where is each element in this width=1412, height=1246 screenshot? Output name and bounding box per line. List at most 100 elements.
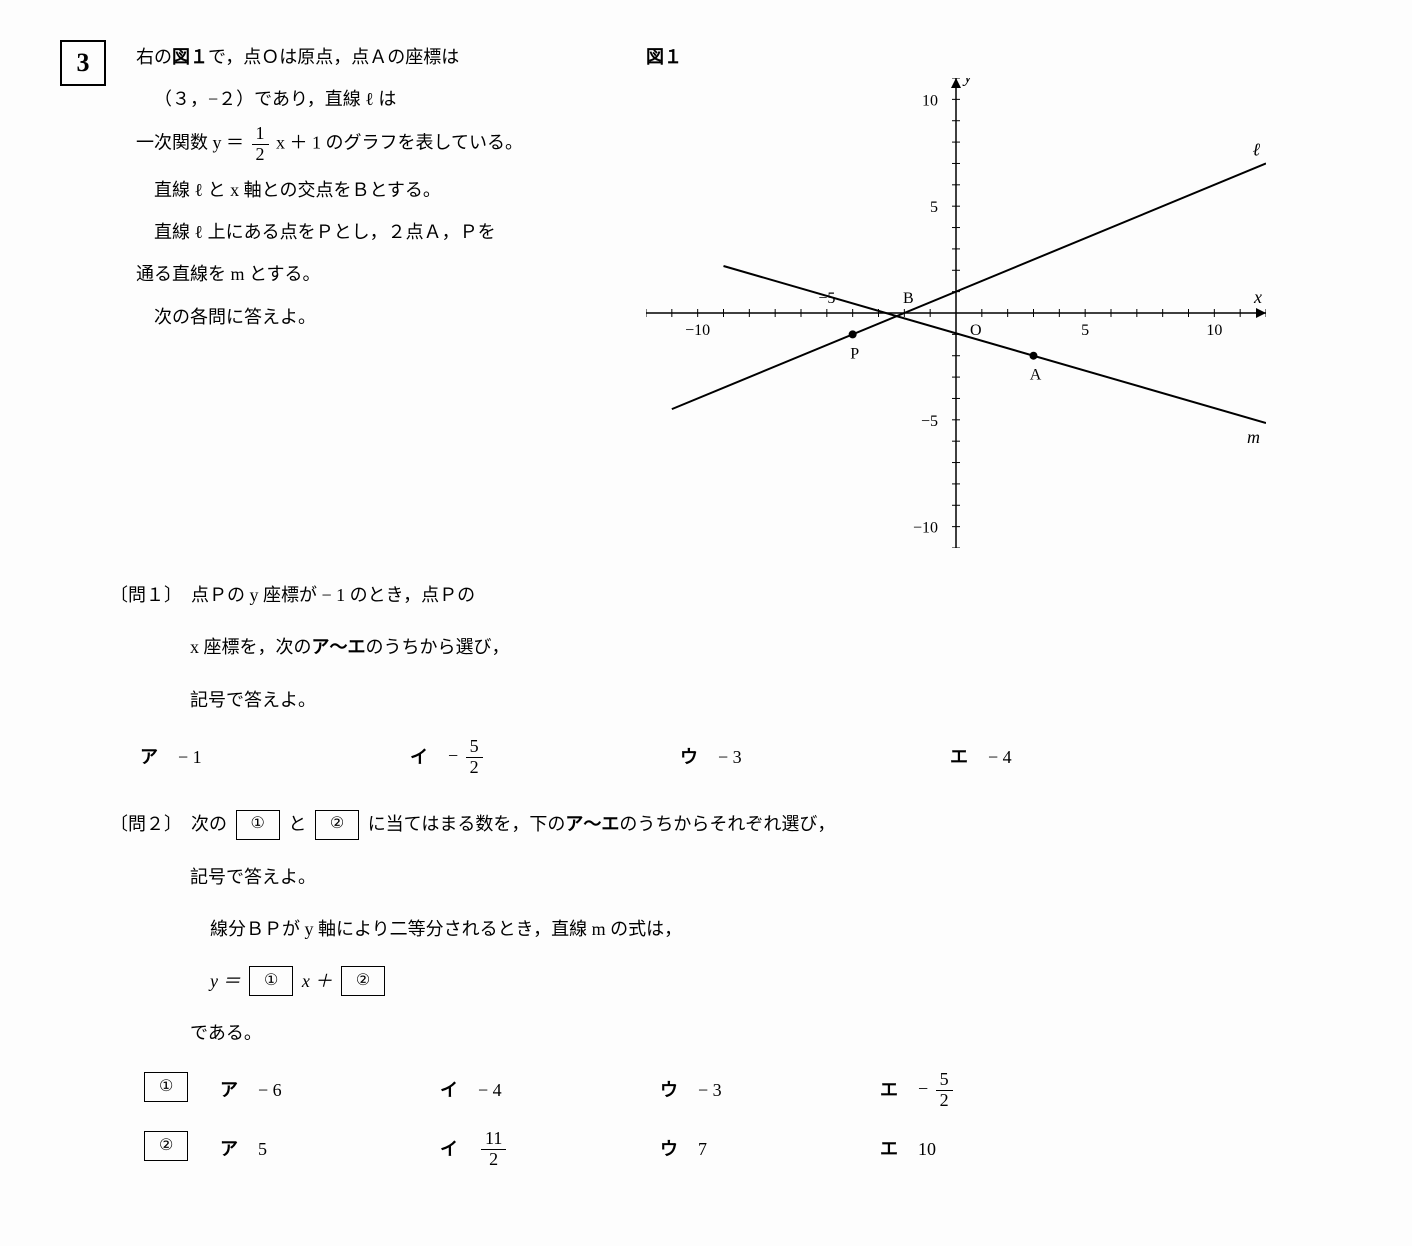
choice-label: エ [880, 1132, 900, 1166]
intro-1c: で，点Ｏは原点，点Ａの座標は [208, 47, 459, 67]
eq-blank-1: ① [249, 966, 293, 996]
eq-xplus: x ＋ [302, 971, 333, 991]
eq-y: y ＝ [210, 971, 241, 991]
q2-choices-row2: ② ア5 イ 112 ウ7 エ 10 [140, 1129, 1352, 1170]
q1-body1b: ア〜エ [312, 637, 366, 657]
question-1: 〔問１〕 点Ｐの y 座標が − 1 のとき，点Ｐの x 座標を，次のア〜エのう… [110, 578, 1352, 717]
q1-body1: x 座標を，次の [190, 637, 312, 657]
choice-value: − 52 [448, 737, 486, 778]
q1-choice-u: ウ − 3 [680, 737, 940, 778]
choice-label: ア [140, 740, 160, 774]
frac-den: 2 [252, 145, 269, 165]
q1-choices: ア − 1 イ − 52 ウ − 3 エ − 4 [140, 737, 1352, 778]
choice-value: 7 [698, 1132, 707, 1166]
intro-1a: 右の [136, 47, 172, 67]
frac-num: 5 [936, 1070, 953, 1091]
svg-text:y: y [962, 78, 972, 86]
q1-choice-a: ア − 1 [140, 737, 400, 778]
q2-equation: y ＝ ① x ＋ ② [110, 964, 1352, 998]
q2-head-c: に当てはまる数を，下の [368, 814, 566, 834]
fraction: 112 [481, 1129, 506, 1170]
svg-text:5: 5 [1081, 322, 1089, 339]
intro-7: 次の各問に答えよ。 [136, 300, 616, 334]
choice-value: − 3 [718, 740, 742, 774]
q2r1-choice-e: エ − 52 [880, 1070, 1090, 1111]
choice-label: イ [440, 1132, 460, 1166]
q1-head: 〔問１〕 点Ｐの y 座標が − 1 のとき，点Ｐの [110, 585, 475, 605]
q1-choice-e: エ − 4 [950, 737, 1210, 778]
svg-text:−10: −10 [913, 520, 938, 537]
intro-4: 直線 ℓ と x 軸との交点をＢとする。 [136, 173, 616, 207]
choice-label: イ [440, 1073, 460, 1107]
circle-num: ① [159, 1072, 173, 1102]
choice-value: − 4 [988, 740, 1012, 774]
intro-2: （３，−２）であり，直線 ℓ は [136, 82, 616, 116]
q2r2-choice-u: ウ7 [660, 1129, 870, 1170]
choice-label: ア [220, 1073, 240, 1107]
svg-text:10: 10 [1206, 322, 1222, 339]
choice-label: ア [220, 1132, 240, 1166]
svg-text:x: x [1253, 287, 1262, 307]
choice-label: ウ [660, 1073, 680, 1107]
circle-num: ② [330, 809, 344, 839]
svg-text:B: B [903, 290, 914, 307]
svg-text:A: A [1030, 367, 1042, 384]
minus-sign: − [918, 1079, 928, 1099]
q2-head-b: と [288, 814, 306, 834]
coordinate-graph: −10−5510105−5−10OxyℓmAPB [646, 78, 1266, 548]
fraction: 52 [936, 1070, 953, 1111]
figure-area: 図１ −10−5510105−5−10OxyℓmAPB [646, 40, 1352, 548]
q1-body1c: のうちから選び， [366, 637, 510, 657]
q2-body2: 線分ＢＰが y 軸により二等分されるとき，直線 m の式は， [110, 912, 1352, 946]
row-label-box-2: ② [144, 1131, 188, 1161]
eq-blank-2: ② [341, 966, 385, 996]
frac-num: 1 [252, 124, 269, 145]
row-label-box-1: ① [144, 1072, 188, 1102]
svg-text:P: P [850, 346, 859, 363]
frac-den: 2 [481, 1150, 506, 1170]
circle-num: ① [264, 966, 278, 996]
frac-den: 2 [936, 1091, 953, 1111]
choice-value: 112 [478, 1129, 509, 1170]
frac-num: 11 [481, 1129, 506, 1150]
choice-label: ウ [660, 1132, 680, 1166]
choice-value: − 3 [698, 1073, 722, 1107]
choice-value: − 6 [258, 1073, 282, 1107]
fraction: 52 [466, 737, 483, 778]
q2-body1: 記号で答えよ。 [110, 860, 1352, 894]
svg-text:10: 10 [922, 93, 938, 110]
intro-5: 直線 ℓ 上にある点をＰとし，２点Ａ，Ｐを [136, 215, 616, 249]
circle-num: ② [159, 1131, 173, 1161]
svg-text:O: O [970, 322, 982, 339]
intro-6: 通る直線を m とする。 [136, 257, 616, 291]
q2r1-choice-u: ウ − 3 [660, 1070, 870, 1111]
choice-label: イ [410, 740, 430, 774]
choice-value: − 4 [478, 1073, 502, 1107]
choice-value: − 1 [178, 740, 202, 774]
svg-text:5: 5 [930, 199, 938, 216]
choice-label: ウ [680, 740, 700, 774]
intro-1b: 図１ [172, 47, 208, 67]
q2-head-d: ア〜エ [565, 814, 619, 834]
q2-head-e: のうちからそれぞれ選び， [619, 814, 835, 834]
choice-label: エ [950, 740, 970, 774]
q1-body2: 記号で答えよ。 [110, 683, 1352, 717]
q2r2-choice-e: エ 10 [880, 1129, 1090, 1170]
minus-sign: − [448, 745, 458, 765]
q2r1-choice-a: ア − 6 [220, 1070, 430, 1111]
circle-num: ① [251, 809, 265, 839]
intro-3b: x ＋ 1 のグラフを表している。 [276, 133, 523, 153]
svg-text:−5: −5 [921, 413, 938, 430]
q2-choices-row1: ① ア − 6 イ − 4 ウ − 3 エ − 52 [140, 1070, 1352, 1111]
svg-text:−10: −10 [685, 322, 710, 339]
problem-text: 右の図１で，点Ｏは原点，点Ａの座標は （３，−２）であり，直線 ℓ は 一次関数… [136, 40, 616, 342]
q2r2-choice-i: イ 112 [440, 1129, 650, 1170]
figure-caption: 図１ [646, 40, 1352, 74]
svg-text:ℓ: ℓ [1253, 140, 1261, 160]
q1-choice-i: イ − 52 [410, 737, 670, 778]
svg-text:m: m [1247, 427, 1260, 447]
question-2: 〔問２〕 次の ① と ② に当てはまる数を，下のア〜エのうちからそれぞれ選び，… [110, 807, 1352, 1050]
intro-3a: 一次関数 y ＝ [136, 133, 244, 153]
choice-value: 10 [918, 1132, 936, 1166]
choice-value: 5 [258, 1132, 267, 1166]
